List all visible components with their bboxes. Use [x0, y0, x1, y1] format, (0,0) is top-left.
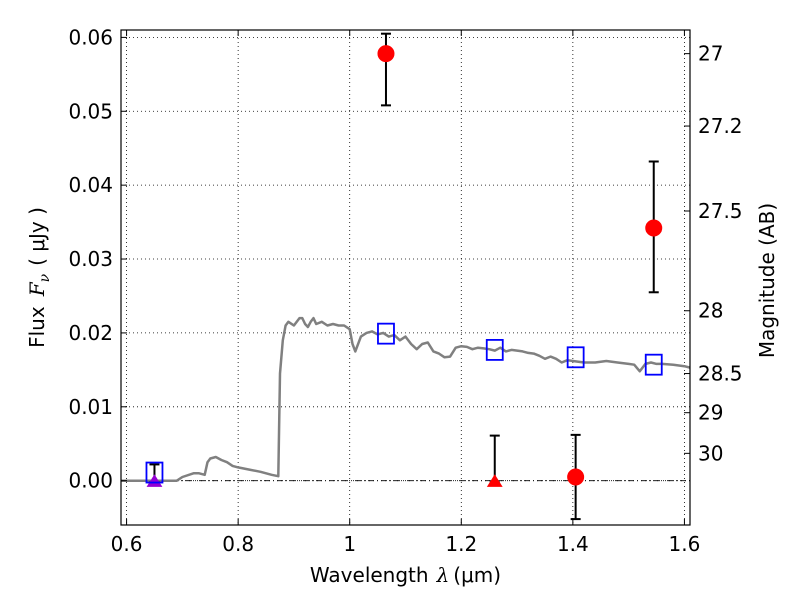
data-point-square: [644, 353, 663, 376]
y-tick-label: 0.03: [68, 247, 113, 271]
plot-frame: [120, 29, 691, 526]
y-tick-label: 0.05: [68, 99, 113, 123]
y2-tick-label: 27.2: [698, 114, 743, 138]
x-tick-label: 1: [343, 532, 356, 556]
y-tick-label: 0.00: [68, 469, 113, 493]
data-point-triangle: [486, 474, 503, 487]
data-point-square: [377, 322, 395, 345]
data-point-square: [566, 346, 585, 369]
y-tick-label: 0.02: [68, 321, 113, 345]
y2-tick-label: 30: [698, 441, 723, 465]
y2-tick-label: 28.5: [698, 362, 743, 386]
x-tick-label: 1.2: [445, 532, 477, 556]
y2-tick-label: 29: [698, 401, 723, 425]
y2-tick-label: 27: [698, 42, 723, 66]
data-point-square: [145, 461, 164, 484]
y-tick-label: 0.06: [68, 25, 113, 49]
x-tick-label: 1.6: [669, 532, 701, 556]
model-spectrum: [121, 316, 691, 482]
x-axis-label: Wavelength λ (μm): [310, 563, 501, 587]
y2-tick-label: 27.5: [698, 199, 743, 223]
data-points: [145, 32, 663, 521]
grid-lines: [121, 30, 690, 525]
y2-axis-label: Magnitude (AB): [755, 203, 779, 358]
spectrum-line: [121, 316, 691, 482]
axis-ticks: 0.6 0.8 1 1.2 1.4 1.6 0.00 0.01 0.02 0.03 0.04 0.05…: [68, 25, 742, 556]
data-point-triangle: [146, 474, 163, 487]
data-point-circle: [567, 468, 585, 486]
x-tick-label: 1.4: [557, 532, 589, 556]
x-tick-label: 0.8: [222, 532, 254, 556]
y2-tick-label: 28: [698, 299, 723, 323]
y-tick-label: 0.04: [68, 173, 113, 197]
data-point-circle: [377, 45, 395, 63]
data-point-square: [485, 339, 504, 361]
data-point-circle: [645, 219, 663, 237]
x-tick-label: 0.6: [111, 532, 143, 556]
y-tick-label: 0.01: [68, 395, 113, 419]
y-axis-label: FluxFν( μJy ): [25, 207, 53, 348]
